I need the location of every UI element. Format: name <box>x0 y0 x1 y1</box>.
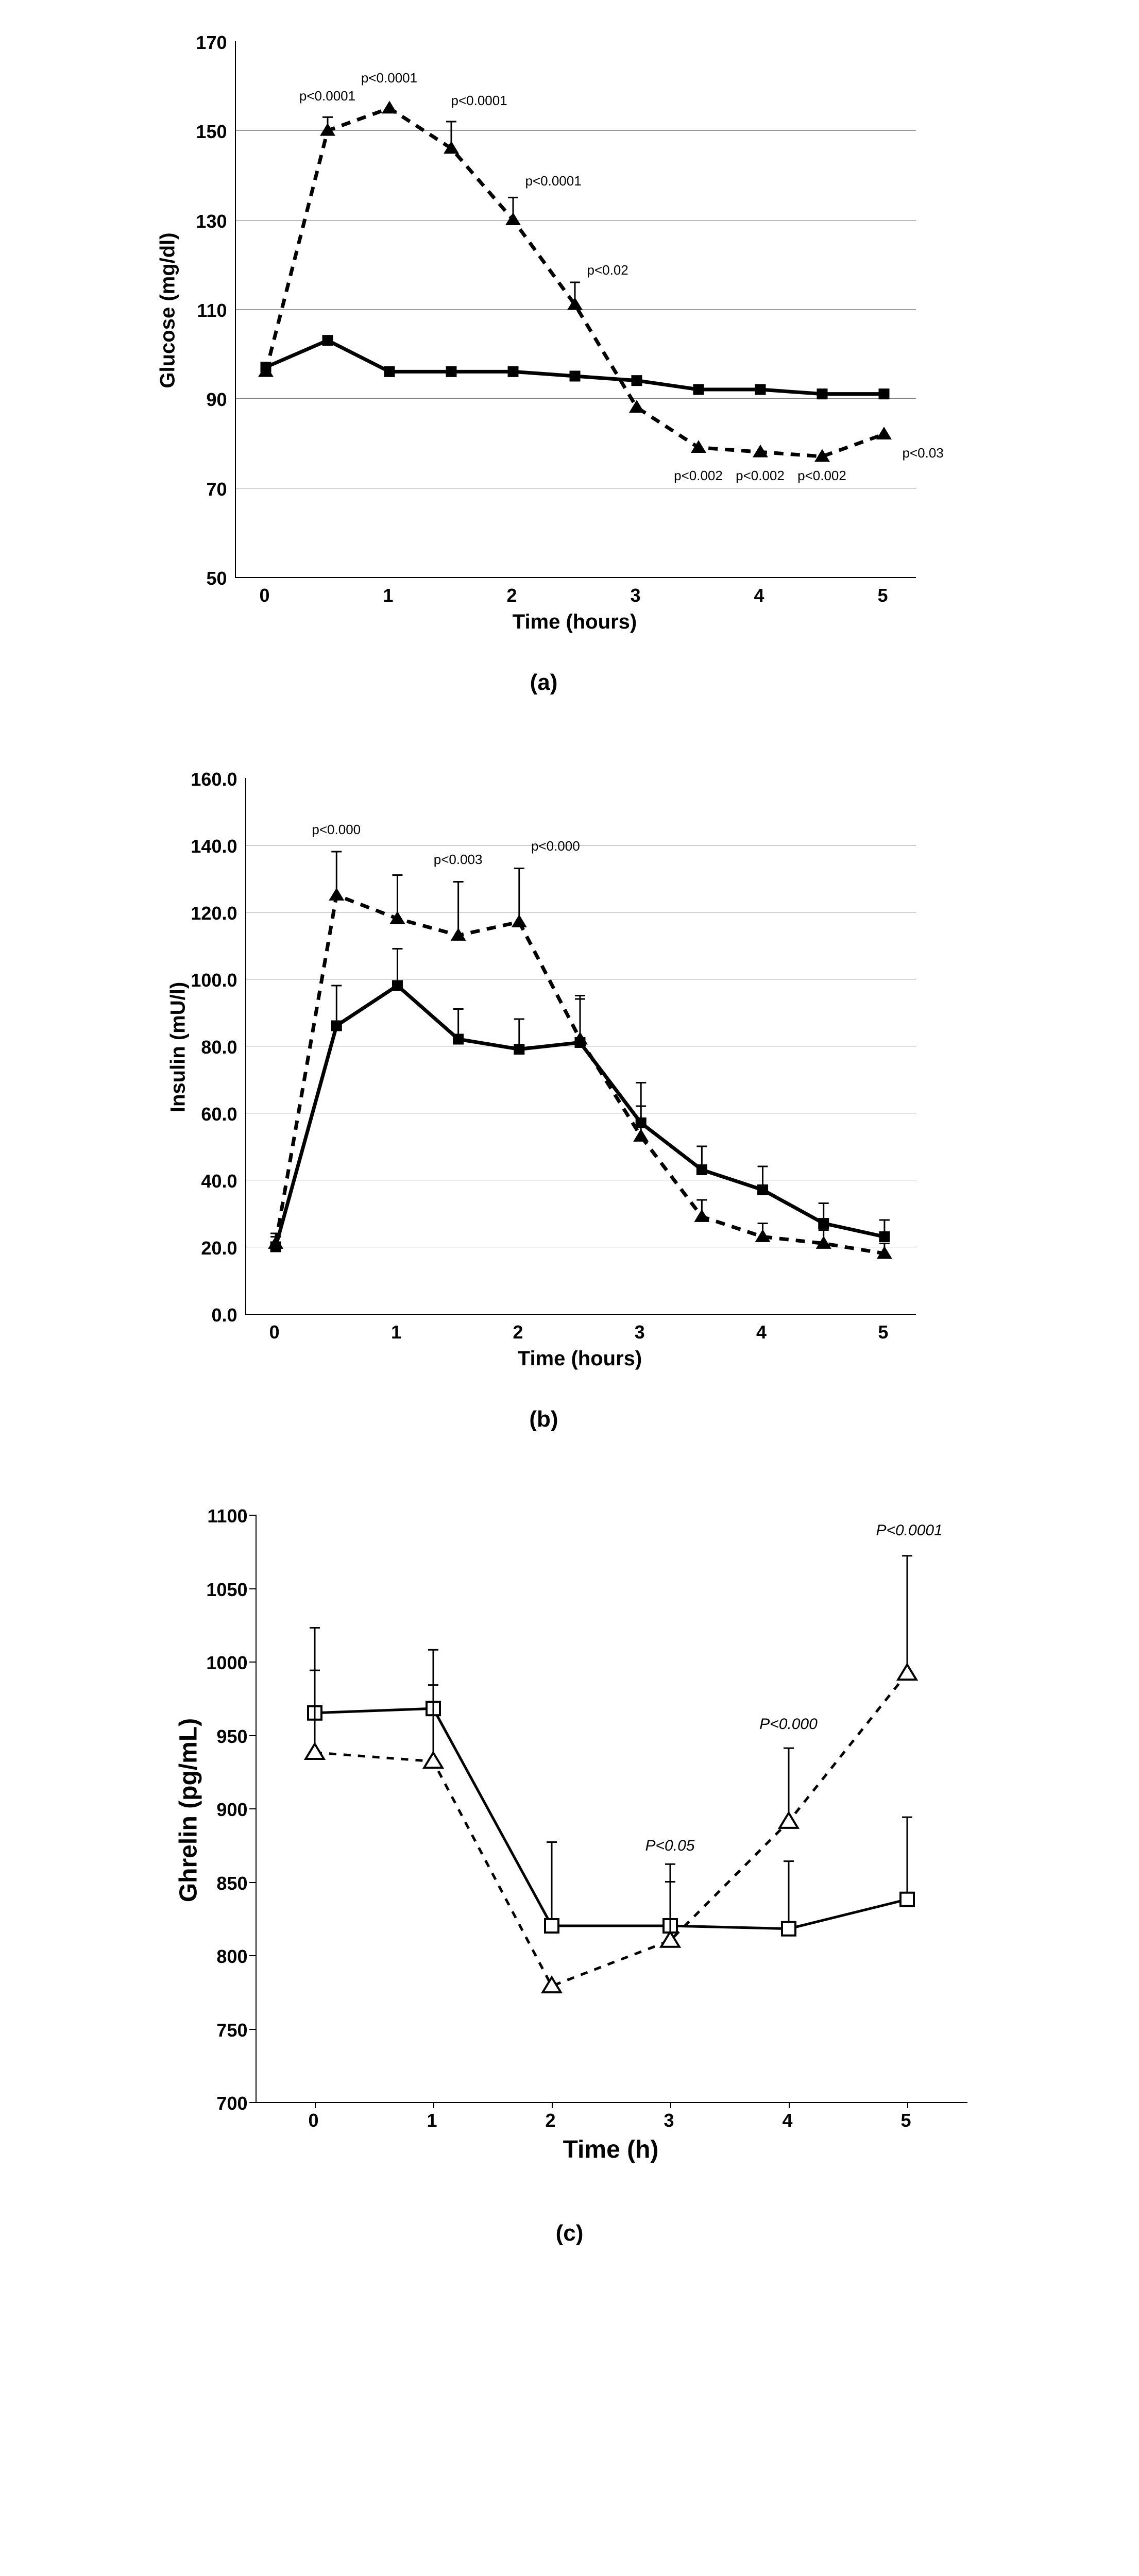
y-tick <box>249 1662 256 1663</box>
glucose-panel: 50 70 90 110 130 150 170 0 1 2 3 4 5 Glucose (mg/dl) T… <box>132 21 1008 696</box>
y-tick <box>249 1808 256 1809</box>
y-tick-label: 130 <box>196 211 227 232</box>
subcaption: (c) <box>132 2221 1008 2246</box>
ghrelin-chart: 700 750 800 850 900 950 1000 1050 1100 0 1 2 3 4 5 Ghre… <box>132 1494 1008 2190</box>
x-tick <box>670 2102 671 2108</box>
x-tick-label: 0 <box>260 585 270 606</box>
y-tick-label: 1000 <box>206 1652 247 1674</box>
x-tick <box>552 2102 553 2108</box>
y-axis-label: Insulin (mU/l) <box>166 779 190 1315</box>
p-value-label: p<0.0001 <box>451 93 507 109</box>
y-tick-label: 100.0 <box>191 970 237 991</box>
p-value-label: p<0.002 <box>668 468 729 484</box>
y-tick-label: 120.0 <box>191 903 237 924</box>
p-value-label: p<0.0001 <box>297 88 359 104</box>
y-tick-label: 160.0 <box>191 769 237 790</box>
gridline <box>236 130 916 131</box>
p-value-label: p<0.002 <box>791 468 853 484</box>
y-tick <box>249 1735 256 1736</box>
plot-area <box>235 41 916 578</box>
x-tick-label: 5 <box>878 585 888 606</box>
x-tick-label: 2 <box>507 585 517 606</box>
y-tick-label: 80.0 <box>201 1037 237 1058</box>
y-tick <box>249 1882 256 1883</box>
x-tick-label: 5 <box>878 1321 888 1343</box>
p-value-label: p<0.0001 <box>525 173 582 189</box>
y-tick-label: 90 <box>206 389 227 411</box>
p-value-label: p<0.03 <box>903 445 944 461</box>
x-tick-label: 4 <box>754 585 764 606</box>
y-tick-label: 60.0 <box>201 1104 237 1125</box>
x-tick-label: 0 <box>269 1321 280 1343</box>
gridline <box>236 220 916 221</box>
x-tick-label: 2 <box>546 2110 556 2131</box>
y-tick <box>249 1955 256 1956</box>
y-tick <box>249 1588 256 1589</box>
y-tick-label: 750 <box>216 2020 247 2041</box>
x-tick-label: 3 <box>631 585 641 606</box>
plot-area <box>256 1515 967 2103</box>
x-tick-label: 4 <box>756 1321 767 1343</box>
x-tick-label: 1 <box>391 1321 401 1343</box>
y-tick-label: 0.0 <box>211 1304 237 1326</box>
y-tick-label: 850 <box>216 1873 247 1894</box>
x-tick-label: 4 <box>783 2110 793 2131</box>
ghrelin-panel: 700 750 800 850 900 950 1000 1050 1100 0 1 2 3 4 5 Ghre… <box>132 1494 1008 2246</box>
insulin-chart: 0.0 20.0 40.0 60.0 80.0 100.0 120.0 140.0 160.0 0… <box>132 757 956 1376</box>
x-tick <box>789 2102 790 2108</box>
x-tick <box>907 2102 908 2108</box>
y-tick-label: 700 <box>216 2093 247 2114</box>
subcaption: (a) <box>132 670 956 696</box>
y-tick-label: 1100 <box>207 1505 247 1527</box>
y-tick-label: 40.0 <box>201 1171 237 1192</box>
x-tick-label: 1 <box>383 585 394 606</box>
y-tick-label: 70 <box>206 479 227 500</box>
y-tick-label: 50 <box>206 568 227 589</box>
y-axis-label: Glucose (mg/dl) <box>156 43 179 579</box>
y-tick-label: 110 <box>197 300 227 321</box>
x-tick-label: 1 <box>427 2110 437 2131</box>
y-tick-label: 140.0 <box>191 836 237 857</box>
p-value-label: p<0.02 <box>587 262 628 278</box>
x-tick <box>433 2102 434 2108</box>
x-tick-label: 2 <box>513 1321 523 1343</box>
gridline <box>236 398 916 399</box>
y-tick-label: 950 <box>216 1726 247 1748</box>
x-axis-label: Time (hours) <box>245 1347 915 1370</box>
p-value-label: p<0.000 <box>305 822 367 838</box>
p-value-label: P<0.05 <box>639 1837 701 1855</box>
y-tick-label: 900 <box>216 1799 247 1821</box>
glucose-chart: 50 70 90 110 130 150 170 0 1 2 3 4 5 Glucose (mg/dl) T… <box>132 21 956 639</box>
y-tick-label: 170 <box>196 32 227 54</box>
subcaption: (b) <box>132 1406 956 1432</box>
x-axis-label: Time (hours) <box>235 611 915 634</box>
x-tick-label: 5 <box>901 2110 911 2131</box>
y-axis-label: Ghrelin (pg/mL) <box>174 1517 202 2104</box>
y-tick <box>249 2029 256 2030</box>
x-tick <box>315 2102 316 2108</box>
p-value-label: P<0.0001 <box>876 1522 938 1539</box>
p-value-label: p<0.000 <box>531 838 580 854</box>
p-value-label: p<0.0001 <box>359 70 420 86</box>
y-tick <box>249 2102 256 2103</box>
p-value-label: p<0.002 <box>729 468 791 484</box>
x-tick-label: 3 <box>635 1321 645 1343</box>
insulin-panel: 0.0 20.0 40.0 60.0 80.0 100.0 120.0 140.0 160.0 0… <box>132 757 1008 1432</box>
y-tick-label: 1050 <box>206 1579 247 1601</box>
y-tick-label: 800 <box>216 1946 247 1968</box>
plot-area <box>245 778 916 1315</box>
y-tick-label: 20.0 <box>201 1238 237 1259</box>
p-value-label: p<0.003 <box>427 852 489 868</box>
gridline <box>236 309 916 310</box>
x-tick-label: 0 <box>309 2110 319 2131</box>
y-tick-label: 150 <box>196 121 227 143</box>
x-tick-label: 3 <box>664 2110 674 2131</box>
x-axis-label: Time (h) <box>256 2136 966 2164</box>
p-value-label: P<0.000 <box>758 1716 820 1733</box>
y-tick <box>249 1515 256 1516</box>
